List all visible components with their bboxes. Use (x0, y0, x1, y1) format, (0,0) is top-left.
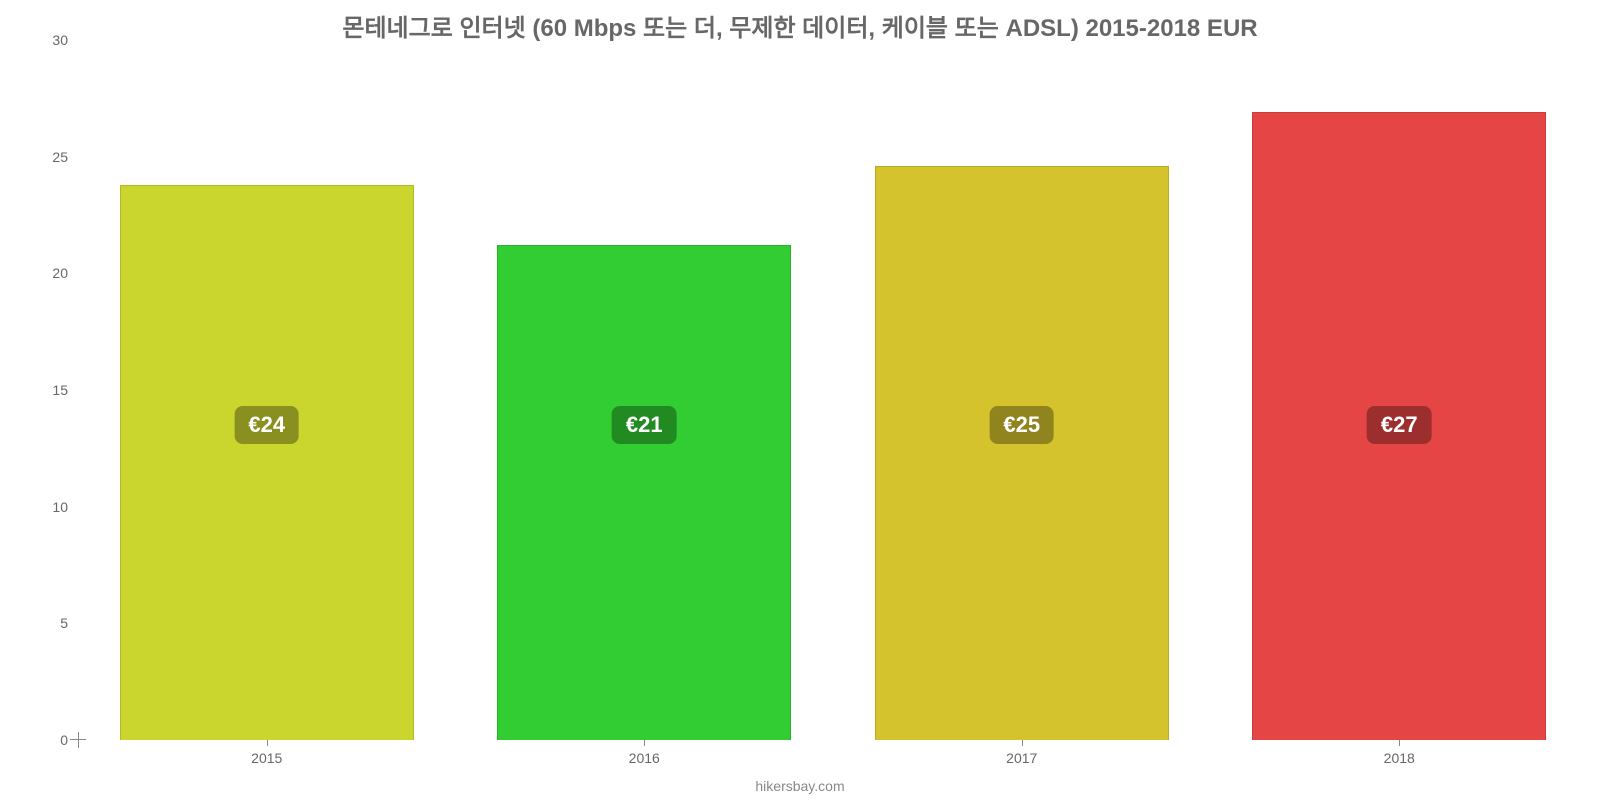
y-tick-label: 5 (60, 615, 68, 631)
y-tick-label: 30 (52, 32, 68, 48)
bar (120, 185, 414, 740)
y-tick-label: 0 (60, 732, 68, 748)
chart-title: 몬테네그로 인터넷 (60 Mbps 또는 더, 무제한 데이터, 케이블 또는… (0, 0, 1600, 43)
bars-layer: €24 €21 €25 €27 (78, 40, 1588, 740)
bar-value-label: €27 (1367, 406, 1432, 444)
x-tick-mark (644, 740, 645, 746)
bar (497, 245, 791, 740)
bar (875, 166, 1169, 740)
x-tick-mark (267, 740, 268, 746)
x-tick-mark (1399, 740, 1400, 746)
x-tick-mark (1022, 740, 1023, 746)
plot-area: €24 €21 €25 €27 (78, 40, 1588, 740)
bar-value-label: €25 (989, 406, 1054, 444)
x-tick-label: 2017 (1006, 750, 1037, 766)
y-tick-label: 25 (52, 149, 68, 165)
x-tick-label: 2015 (251, 750, 282, 766)
x-tick-label: 2016 (629, 750, 660, 766)
chart-footer: hikersbay.com (0, 778, 1600, 794)
bar-value-label: €21 (612, 406, 677, 444)
chart-container: 몬테네그로 인터넷 (60 Mbps 또는 더, 무제한 데이터, 케이블 또는… (0, 0, 1600, 800)
bar-value-label: €24 (234, 406, 299, 444)
y-tick-label: 15 (52, 382, 68, 398)
y-tick-label: 20 (52, 265, 68, 281)
y-tick-label: 10 (52, 499, 68, 515)
x-tick-label: 2018 (1384, 750, 1415, 766)
